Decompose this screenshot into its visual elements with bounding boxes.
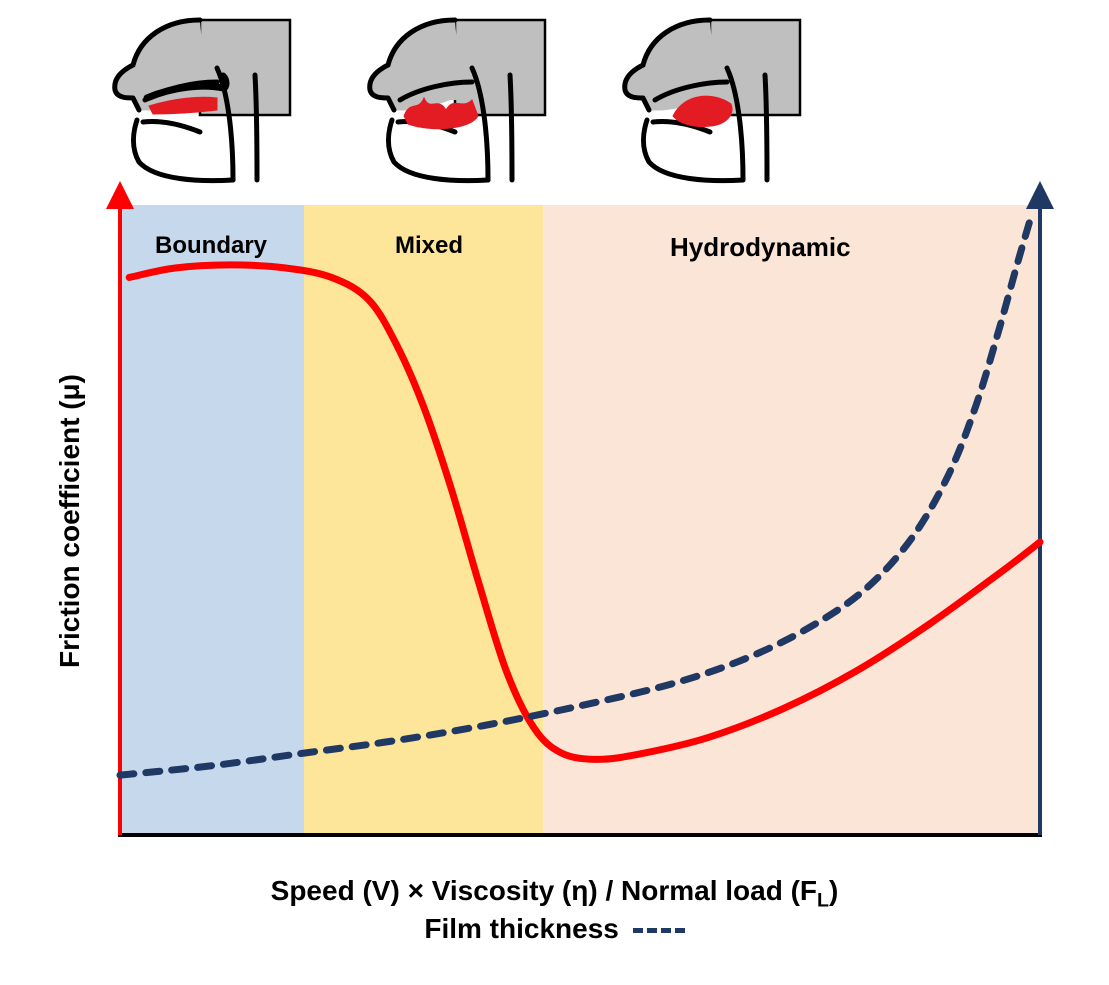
mouth-icons-group	[115, 20, 800, 181]
x-axis-label-text: Speed (V) × Viscosity (η) / Normal load …	[271, 875, 817, 906]
y-axis-label: Friction coefficient (μ)	[54, 351, 86, 691]
figure-container: Boundary Mixed Hydrodynamic Friction coeff…	[0, 0, 1109, 985]
region-label-mixed: Mixed	[395, 232, 463, 260]
region-mixed	[304, 205, 543, 835]
mouth-icon-hydrodynamic	[625, 20, 800, 181]
x-axis-line2-text: Film thickness	[424, 913, 619, 944]
x-axis-label-sub: L	[817, 890, 829, 912]
chart-svg	[0, 0, 1109, 985]
region-label-boundary: Boundary	[155, 232, 267, 260]
region-boundary	[120, 205, 304, 835]
mouth-icon-boundary	[115, 20, 290, 181]
x-axis-label-line2: Film thickness	[0, 913, 1109, 945]
dash-legend-icon	[633, 928, 685, 933]
x-axis-label-tail: )	[829, 875, 838, 906]
region-hydrodynamic	[543, 205, 1040, 835]
region-backgrounds	[120, 205, 1040, 835]
mouth-icon-mixed	[370, 20, 545, 181]
region-label-hydrodynamic: Hydrodynamic	[670, 232, 851, 263]
x-axis-label-line1: Speed (V) × Viscosity (η) / Normal load …	[0, 875, 1109, 913]
